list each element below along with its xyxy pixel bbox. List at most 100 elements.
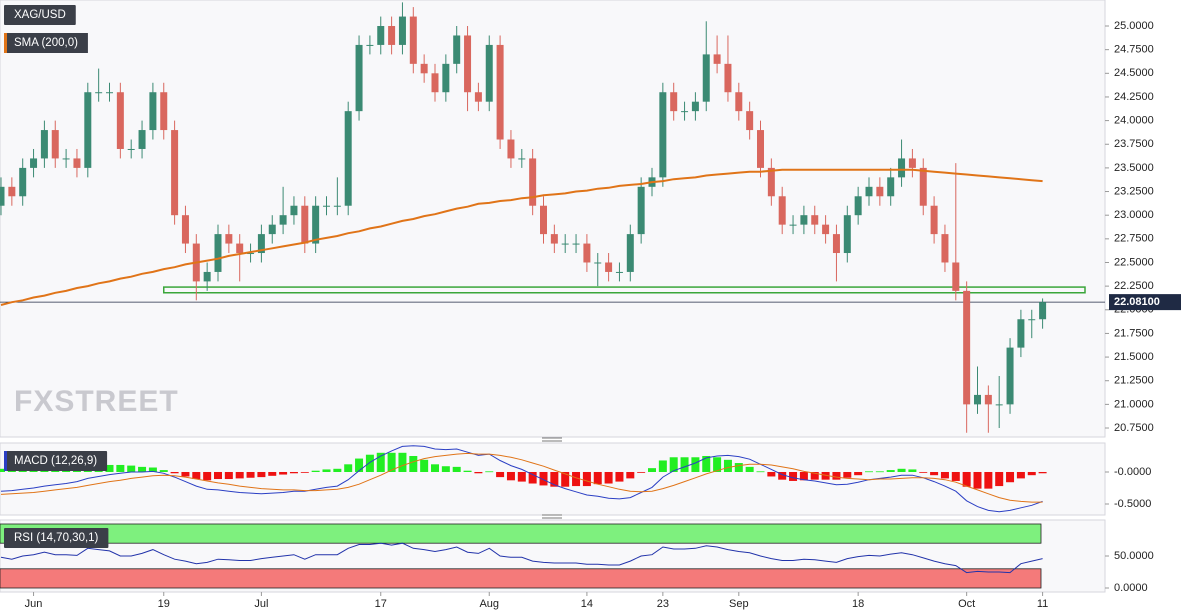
histogram-bar (637, 471, 646, 473)
candle-body (333, 205, 341, 207)
y-tick-label: 0.0000 (1114, 582, 1148, 594)
candle-body (290, 205, 298, 216)
histogram-bar (539, 471, 548, 486)
histogram-bar (821, 471, 830, 480)
histogram-bar (832, 471, 841, 480)
histogram-bar (409, 455, 418, 472)
x-tick-label: 11 (1037, 598, 1048, 610)
y-tick-label: 50.0000 (1114, 550, 1154, 562)
candle-body (518, 158, 526, 160)
candle-body (84, 92, 92, 168)
splitter[interactable] (542, 437, 562, 442)
histogram-bar (528, 471, 537, 484)
candle-body (171, 130, 179, 216)
x-tick-label: Jul (254, 598, 268, 610)
candle-body (496, 44, 504, 140)
candle-body (702, 54, 710, 102)
legend-item: MACD (12,26,9) (4, 451, 108, 471)
candle-body (1017, 319, 1025, 348)
histogram-bar (951, 471, 960, 481)
candle-body (540, 205, 547, 235)
y-tick-label: 21.5000 (1114, 351, 1154, 363)
candle-body (366, 44, 374, 46)
histogram-bar (789, 471, 798, 481)
histogram-bar (713, 457, 722, 472)
candle-body (1039, 302, 1047, 320)
candle-body (605, 262, 613, 272)
histogram-bar (246, 471, 255, 478)
candle-body (62, 158, 70, 160)
y-tick-label: 23.7500 (1114, 138, 1154, 150)
candle-body (941, 234, 949, 263)
last-price-box (1109, 294, 1181, 311)
candle-body (767, 167, 775, 197)
y-tick-label: 24.2500 (1114, 91, 1154, 103)
candle-body (127, 148, 135, 150)
candle-body (344, 111, 352, 206)
candle-body (442, 63, 450, 93)
histogram-bar (485, 471, 494, 473)
candle-body (811, 215, 819, 225)
candle-body (919, 167, 927, 206)
histogram-bar (1027, 471, 1036, 476)
legend-label: RSI (14,70,30,1) (14, 532, 99, 544)
candle-body (854, 196, 862, 216)
zone (163, 286, 1086, 294)
candle-body (301, 205, 309, 244)
candle-body (898, 158, 906, 178)
candle-body (887, 177, 895, 197)
histogram-bar (333, 468, 342, 472)
x-tick-label: Aug (479, 598, 499, 610)
candle-body (398, 16, 406, 45)
legend-label: SMA (200,0) (14, 37, 78, 49)
histogram-bar (203, 471, 212, 481)
candle-body (681, 111, 689, 113)
candle-body (843, 215, 851, 254)
histogram-bar (680, 457, 689, 472)
histogram-bar (648, 468, 656, 472)
histogram-bar (517, 471, 526, 482)
y-tick-label: -0.0000 (1114, 466, 1151, 478)
candle-body (583, 243, 591, 263)
candle-body (746, 111, 754, 131)
histogram-bar (940, 471, 949, 479)
candle-body (691, 101, 699, 112)
candle-body (73, 158, 81, 168)
candle-body (561, 243, 569, 245)
histogram-bar (550, 471, 559, 487)
histogram-bar (159, 470, 168, 472)
candle-body (529, 158, 537, 206)
histogram-bar (767, 471, 776, 477)
y-tick-label: 21.0000 (1114, 398, 1154, 410)
legend-item: RSI (14,70,30,1) (4, 528, 109, 548)
candle-body (952, 262, 960, 291)
candle-body (312, 205, 320, 244)
histogram-bar (604, 471, 613, 484)
histogram-bar (170, 471, 179, 474)
candle-body (106, 92, 113, 94)
candle-body (236, 243, 244, 254)
y-tick-label: 21.7500 (1114, 327, 1154, 339)
histogram-bar (691, 457, 700, 472)
histogram-bar (355, 458, 364, 472)
histogram-bar (148, 467, 157, 472)
histogram-bar (854, 471, 863, 476)
histogram-bar (1016, 471, 1025, 479)
candle-body (8, 186, 16, 197)
macd-line (0, 452, 1043, 503)
histogram-bar (268, 471, 277, 476)
y-tick-label: 23.2500 (1114, 185, 1154, 197)
histogram-bar (138, 466, 147, 472)
x-tick-label: Jun (25, 598, 43, 610)
histogram-bar (257, 471, 266, 478)
splitter[interactable] (542, 514, 562, 519)
sma-line (0, 168, 1043, 306)
histogram-bar (734, 463, 743, 472)
candle-body (279, 215, 287, 225)
legend-box (4, 451, 108, 471)
histogram-bar (463, 470, 472, 472)
candle-body (572, 243, 580, 245)
candle-body (724, 63, 732, 93)
candle-body (40, 130, 48, 159)
